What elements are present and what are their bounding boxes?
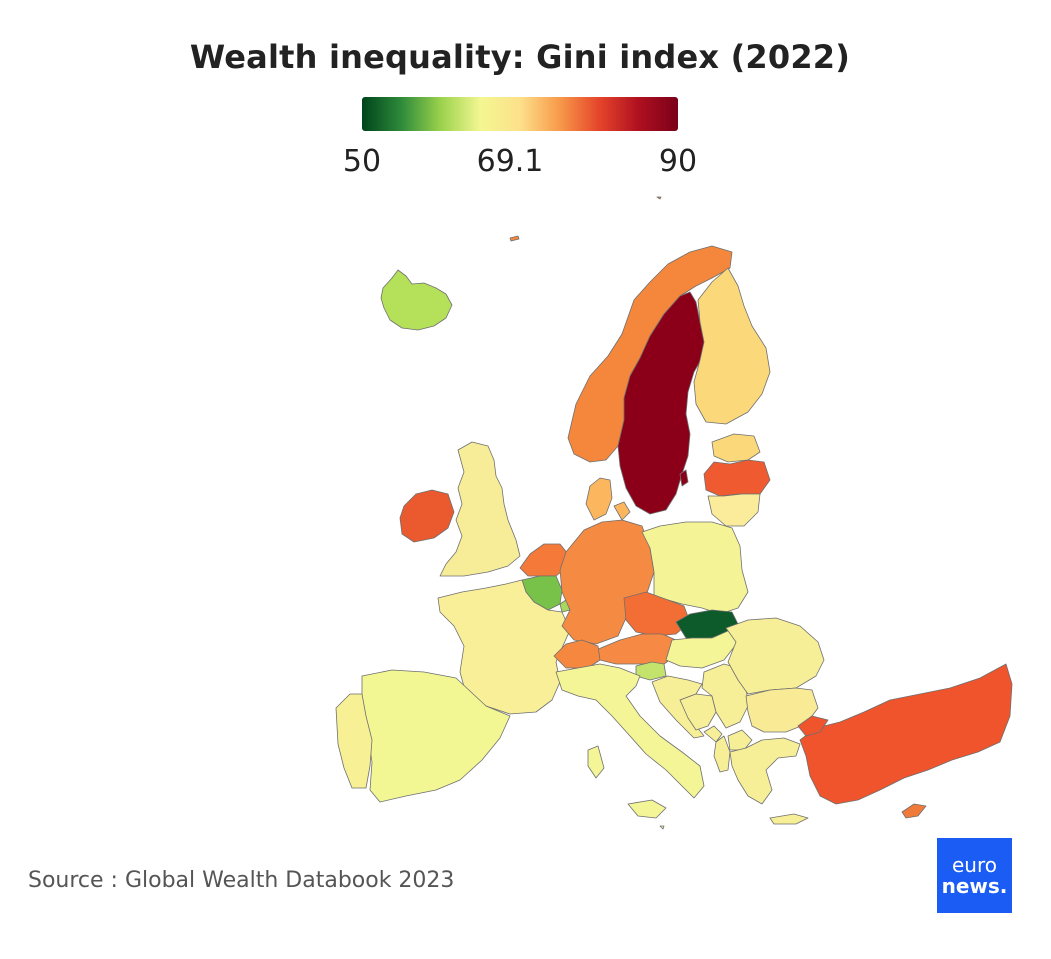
region-montenegro bbox=[703, 725, 723, 743]
region-romania bbox=[725, 617, 825, 695]
region-albania bbox=[713, 735, 731, 773]
region-lithuania bbox=[707, 493, 761, 527]
region-sweden bbox=[617, 291, 705, 515]
region-greece bbox=[729, 737, 801, 805]
euronews-logo: euro news. bbox=[937, 838, 1012, 913]
region-estonia bbox=[711, 433, 761, 463]
color-scale-ticks: 50 69.1 90 bbox=[330, 140, 730, 174]
region-italy bbox=[555, 663, 705, 799]
region-portugal bbox=[335, 693, 373, 789]
region-france bbox=[437, 579, 571, 715]
region-iceland bbox=[380, 269, 453, 331]
color-scale-bar bbox=[362, 97, 678, 131]
region-turkey-thrace bbox=[797, 715, 829, 737]
region-denmark bbox=[585, 477, 613, 521]
region-crete bbox=[769, 813, 809, 825]
region-ireland bbox=[399, 489, 455, 543]
scale-tick-max: 90 bbox=[658, 144, 698, 174]
region-hungary bbox=[665, 629, 739, 669]
chart-title: Wealth inequality: Gini index (2022) bbox=[189, 38, 851, 76]
scale-tick-mid: 69.1 bbox=[476, 144, 544, 174]
region-cyprus bbox=[901, 803, 927, 819]
region-bosnia bbox=[679, 693, 717, 731]
region-gotland bbox=[679, 469, 689, 487]
region-latvia bbox=[703, 459, 771, 497]
region-finland bbox=[693, 267, 771, 425]
region-slovenia bbox=[635, 661, 667, 681]
region-sicily bbox=[627, 799, 667, 819]
region-denmark-zealand bbox=[613, 501, 631, 521]
region-uk bbox=[439, 441, 521, 577]
region-sardinia bbox=[587, 745, 605, 779]
logo-text-bottom: news. bbox=[941, 874, 1008, 898]
region-north-macedonia bbox=[727, 729, 753, 751]
arctic-dot bbox=[656, 196, 662, 200]
europe-map bbox=[335, 196, 1013, 830]
region-switzerland bbox=[553, 639, 601, 669]
region-poland bbox=[641, 521, 749, 615]
region-malta bbox=[659, 825, 665, 830]
scale-tick-min: 50 bbox=[342, 144, 382, 174]
logo-text-top: euro bbox=[952, 853, 997, 877]
region-turkey bbox=[799, 663, 1013, 805]
source-note: Source : Global Wealth Databook 2023 bbox=[28, 868, 455, 893]
svalbard-fragment bbox=[509, 235, 520, 242]
